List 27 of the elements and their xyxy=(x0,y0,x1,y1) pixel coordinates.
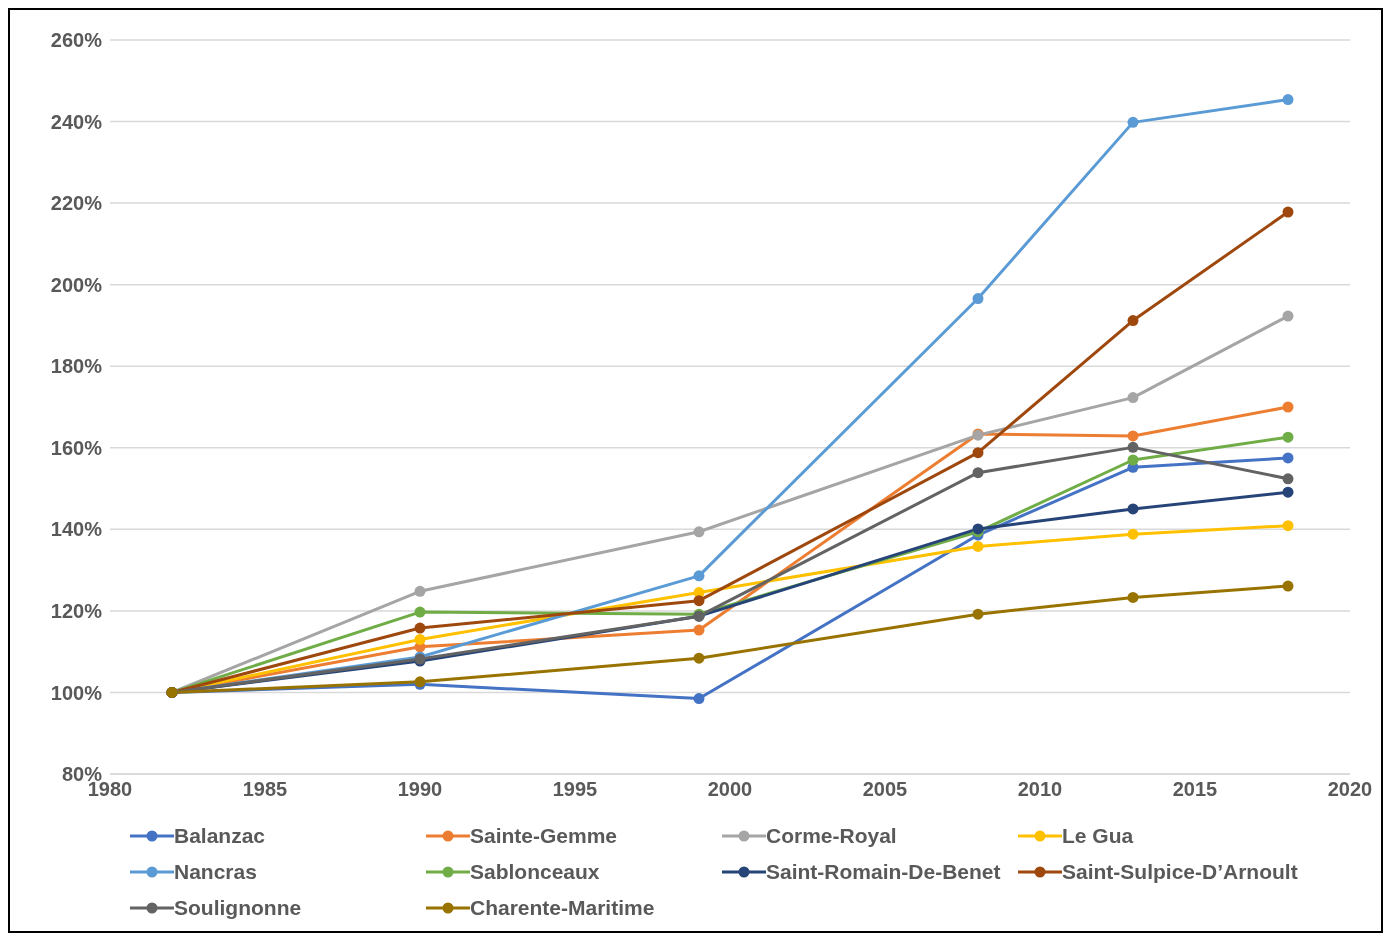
legend-label: Sablonceaux xyxy=(470,860,600,884)
y-tick-label: 160% xyxy=(50,436,103,459)
y-tick-label: 200% xyxy=(50,273,103,296)
x-tick-label: 1985 xyxy=(242,778,288,801)
y-tick-label: 180% xyxy=(50,355,103,378)
legend-label: Charente-Maritime xyxy=(470,896,655,920)
legend-label: Soulignonne xyxy=(174,896,302,920)
x-tick-label: 1990 xyxy=(397,778,443,801)
legend-label: Sainte-Gemme xyxy=(470,824,618,848)
y-tick-label: 220% xyxy=(50,192,103,215)
y-tick-label: 120% xyxy=(50,599,103,622)
legend-label: Le Gua xyxy=(1062,824,1134,848)
legend-label: Nancras xyxy=(174,860,257,884)
legend-label: Saint-Romain-De-Benet xyxy=(766,860,1001,884)
y-tick-label: 240% xyxy=(50,110,103,133)
x-tick-label: 2005 xyxy=(862,778,908,801)
legend-label: Balanzac xyxy=(174,824,266,848)
x-tick-label: 2015 xyxy=(1172,778,1218,801)
legend-label: Saint-Sulpice-D’Arnoult xyxy=(1062,860,1298,884)
x-tick-label: 2020 xyxy=(1327,778,1373,801)
x-tick-label: 1995 xyxy=(552,778,598,801)
x-tick-label: 2010 xyxy=(1017,778,1063,801)
y-tick-label: 140% xyxy=(50,518,103,541)
legend-label: Corme-Royal xyxy=(766,824,897,848)
x-tick-label: 2000 xyxy=(707,778,753,801)
y-tick-label: 100% xyxy=(50,681,103,704)
y-tick-label: 260% xyxy=(50,29,103,52)
